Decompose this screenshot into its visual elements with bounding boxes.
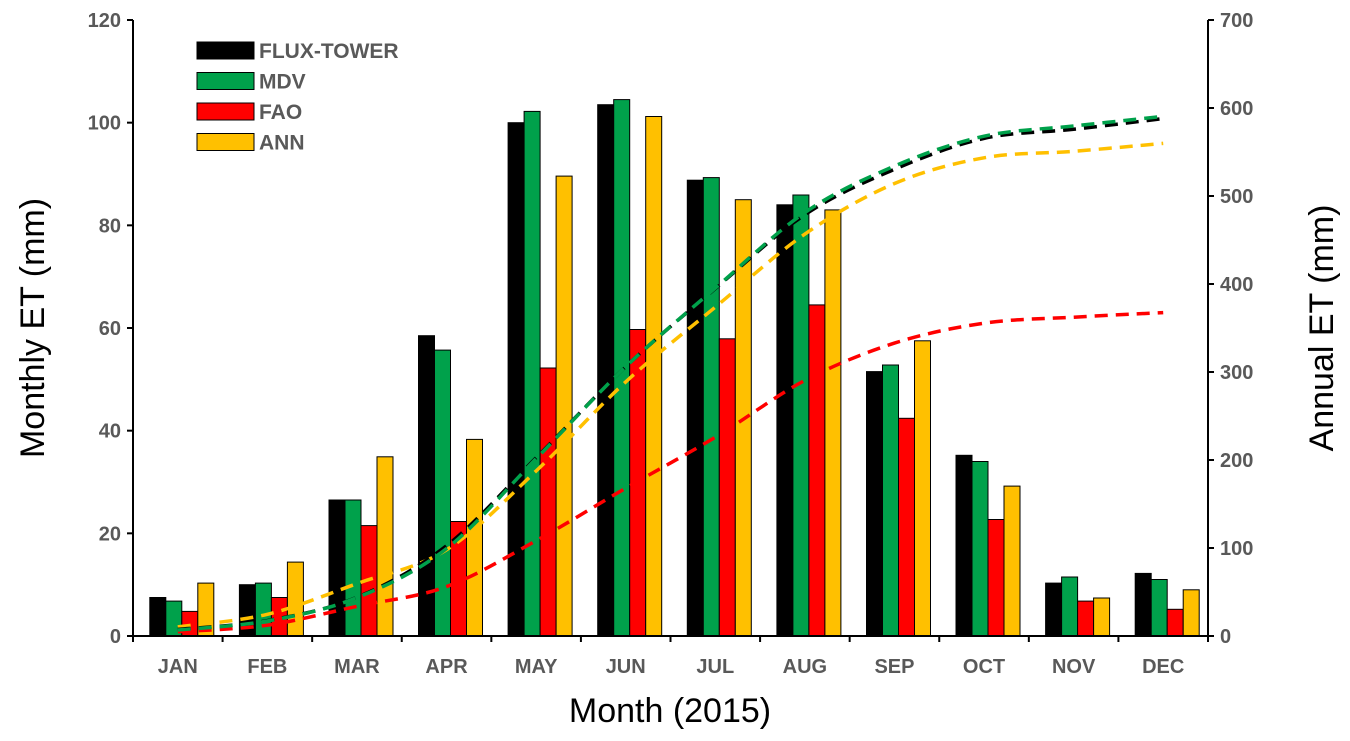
legend-label-flux-tower: FLUX-TOWER (259, 40, 399, 63)
bar-flux-tower-mar (328, 499, 346, 637)
x-axis-title: Month (2015) (569, 692, 771, 730)
bars-layer (149, 99, 1200, 637)
bar-fao-nov (1077, 600, 1095, 637)
legend-swatch-flux-tower (196, 41, 255, 60)
y2-tick-label: 200 (1220, 450, 1253, 472)
x-tick-label: APR (425, 656, 468, 678)
cumulative-lines-layer (177, 114, 1164, 634)
y2-tick-label: 300 (1220, 362, 1253, 384)
legend-swatch-ann (196, 133, 255, 151)
y-tick-label: 120 (88, 10, 121, 32)
bar-ann-jun (645, 116, 663, 637)
legend-label-fao: FAO (259, 101, 302, 124)
bar-ann-nov (1093, 597, 1111, 637)
bar-mdv-dec (1150, 579, 1168, 637)
y-tick-label: 80 (99, 215, 121, 237)
bar-mdv-nov (1061, 576, 1079, 637)
bar-mdv-mar (344, 499, 362, 637)
bar-flux-tower-may (507, 122, 525, 637)
y-axis-title: Monthly ET (mm) (14, 198, 52, 458)
y-tick-label: 40 (99, 421, 121, 443)
bar-fao-dec (1166, 608, 1184, 637)
bar-flux-tower-aug (776, 204, 794, 637)
bar-mdv-oct (971, 461, 989, 637)
y-tick-label: 60 (99, 318, 121, 340)
x-tick-label: FEB (247, 656, 287, 678)
bar-fao-sep (898, 417, 915, 637)
bar-ann-sep (914, 340, 931, 637)
bar-fao-jul (718, 338, 736, 637)
y2-tick-label: 100 (1220, 538, 1253, 560)
bar-fao-may (539, 367, 557, 637)
bar-mdv-aug (792, 194, 810, 637)
bar-ann-mar (376, 456, 394, 637)
y2-tick-label: 500 (1220, 186, 1253, 208)
x-tick-label: MAY (515, 656, 558, 678)
x-tick-label: JUN (606, 656, 646, 678)
x-tick-label: SEP (874, 656, 914, 678)
bar-mdv-jun (613, 99, 631, 637)
y-tick-label: 0 (110, 626, 121, 648)
x-tick-label: OCT (963, 656, 1005, 678)
bar-flux-tower-jun (597, 104, 615, 637)
bar-flux-tower-jan (149, 597, 167, 637)
cumulative-line-flux-tower (177, 116, 1164, 632)
x-tick-label: JUL (696, 656, 734, 678)
bar-mdv-feb (254, 582, 272, 637)
x-tick-label: JAN (158, 656, 198, 678)
y2-tick-label: 700 (1220, 10, 1253, 32)
y2-tick-label: 400 (1220, 274, 1253, 296)
bar-ann-apr (466, 438, 483, 637)
bar-flux-tower-dec (1134, 572, 1152, 637)
bar-flux-tower-sep (866, 371, 883, 637)
cumulative-line-fao (177, 310, 1164, 634)
x-tick-label: AUG (783, 656, 827, 678)
bar-ann-dec (1182, 589, 1200, 637)
y2-axis-title: Annual ET (mm) (1303, 205, 1341, 452)
bar-flux-tower-nov (1045, 582, 1063, 637)
bar-flux-tower-jul (686, 179, 704, 637)
y-tick-label: 100 (88, 113, 121, 135)
x-tick-label: NOV (1052, 656, 1096, 678)
cumulative-line-ann (177, 141, 1164, 629)
bar-mdv-jul (702, 177, 720, 637)
bar-ann-aug (824, 209, 842, 637)
bar-ann-oct (1003, 485, 1021, 637)
y2-tick-label: 0 (1220, 626, 1231, 648)
bar-flux-tower-oct (955, 454, 973, 637)
bar-fao-oct (987, 519, 1005, 637)
legend-swatch-fao (196, 102, 255, 121)
bar-ann-may (555, 175, 573, 637)
axes-layer: 0 20 40 60 80 100 120 0 100 200 300 400 500 600 700 JAN… (88, 10, 1254, 678)
bar-fao-aug (808, 304, 826, 637)
bar-ann-feb (286, 561, 304, 637)
x-tick-label: MAR (334, 656, 380, 678)
y2-tick-label: 600 (1220, 98, 1253, 120)
bar-mdv-may (523, 110, 541, 637)
cumulative-line-mdv (177, 114, 1164, 632)
legend-label-ann: ANN (259, 132, 305, 155)
bar-mdv-sep (882, 364, 899, 637)
bar-mdv-apr (434, 349, 451, 637)
y-tick-label: 20 (99, 523, 121, 545)
legend-label-mdv: MDV (259, 71, 306, 94)
legend: FLUX-TOWER MDV FAO ANN (196, 40, 399, 155)
x-tick-label: DEC (1142, 656, 1184, 678)
legend-swatch-mdv (196, 72, 255, 90)
